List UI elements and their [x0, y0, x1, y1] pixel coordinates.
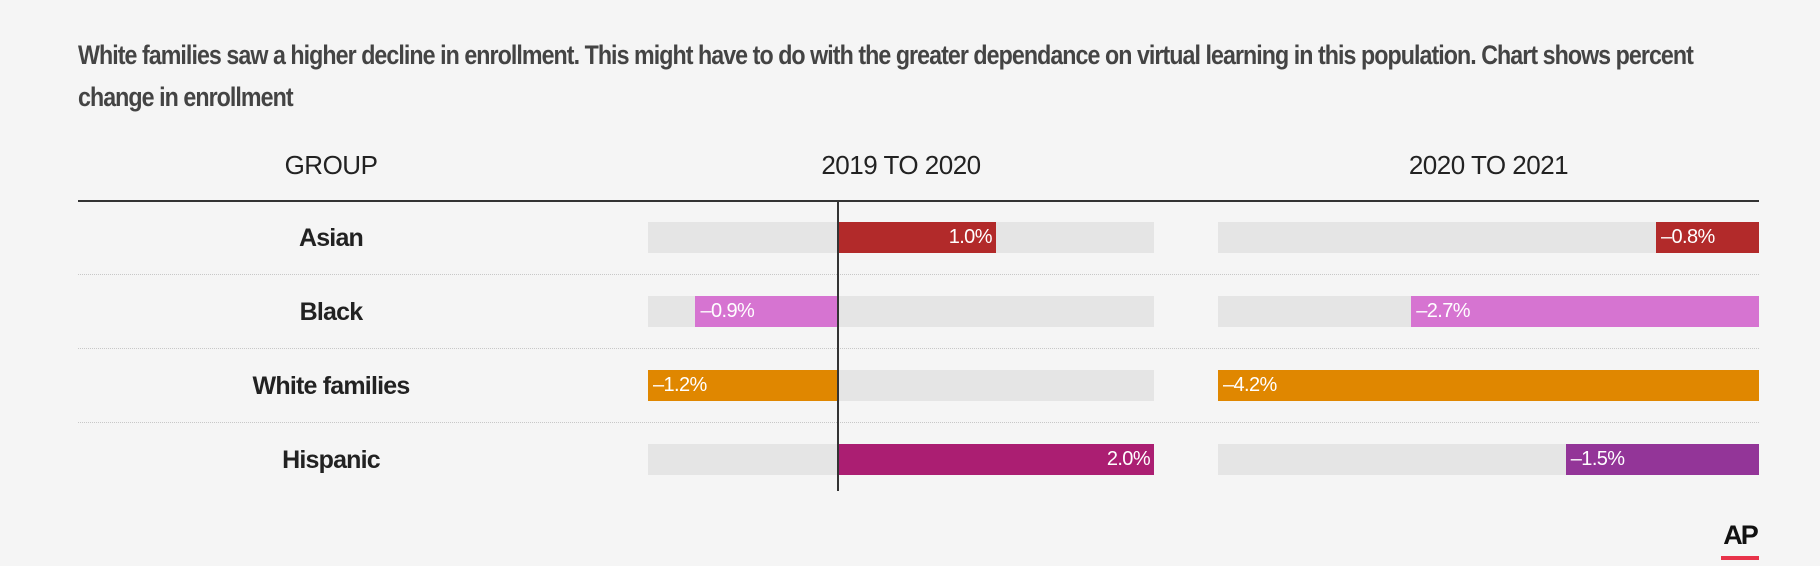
bar-hispanic	[1565, 444, 1759, 475]
row-separator	[78, 274, 1759, 275]
series-2-header: 2020 TO 2021	[1408, 150, 1569, 180]
bar-black	[695, 296, 838, 327]
bar-value-label: 1.0%	[948, 226, 993, 248]
group-label: White families	[252, 372, 411, 400]
group-column-header: GROUP	[284, 150, 378, 180]
zero-axis-line	[837, 201, 839, 491]
row-separator	[78, 348, 1759, 349]
bar-asian	[1655, 222, 1759, 253]
bar-value-label: 2.0%	[1106, 448, 1151, 470]
bar-white-families	[648, 370, 838, 401]
group-label: Hispanic	[282, 446, 381, 474]
group-label: Asian	[298, 224, 364, 252]
header-rule	[78, 200, 1759, 202]
group-label: Black	[299, 298, 364, 326]
series-1-header: 2019 TO 2020	[821, 150, 981, 180]
ap-logo: AP	[1721, 518, 1759, 560]
ap-logo-text: AP	[1723, 520, 1759, 550]
row-separator	[78, 422, 1759, 423]
bar-hispanic	[837, 444, 1154, 475]
ap-logo-accent	[1721, 556, 1759, 560]
bar-value-label: –0.8%	[1660, 226, 1715, 248]
bar-value-label: –2.7%	[1416, 300, 1470, 322]
bar-value-label: –1.5%	[1570, 448, 1625, 470]
bar-value-label: –1.2%	[653, 374, 707, 396]
bar-white-families	[1218, 370, 1759, 401]
bar-value-label: –4.2%	[1223, 374, 1277, 396]
bar-black	[1411, 296, 1759, 327]
bar-asian	[837, 222, 996, 253]
bar-value-label: –0.9%	[700, 300, 755, 322]
chart-title: White families saw a higher decline in e…	[78, 40, 1694, 112]
